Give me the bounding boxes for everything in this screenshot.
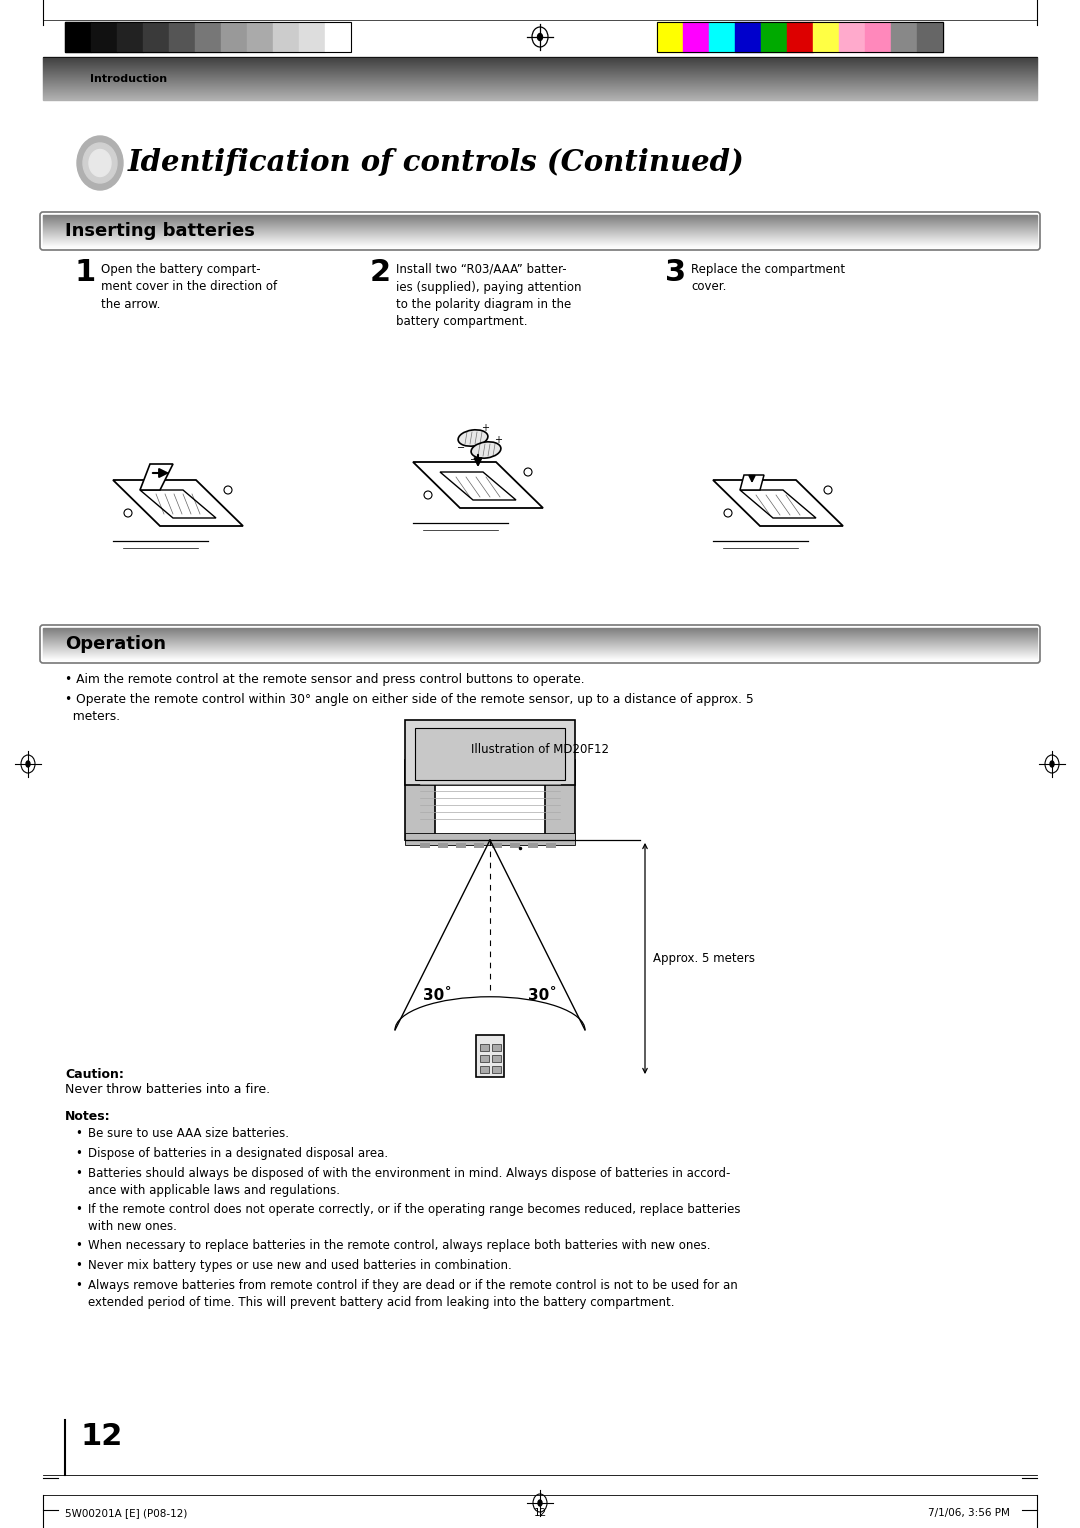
Text: •: • xyxy=(75,1279,82,1293)
Bar xyxy=(420,843,430,848)
Bar xyxy=(195,21,221,52)
Text: +: + xyxy=(494,435,502,445)
Ellipse shape xyxy=(26,761,30,767)
Text: 30˚: 30˚ xyxy=(423,987,453,1002)
Polygon shape xyxy=(413,461,543,507)
Ellipse shape xyxy=(538,34,542,41)
Ellipse shape xyxy=(538,1500,542,1507)
Text: Never throw batteries into a fire.: Never throw batteries into a fire. xyxy=(65,1083,270,1096)
Bar xyxy=(405,720,575,785)
Bar xyxy=(545,759,575,840)
Bar xyxy=(474,843,484,848)
Bar xyxy=(480,1044,489,1051)
Bar xyxy=(438,843,448,848)
Text: −: − xyxy=(470,455,478,465)
Ellipse shape xyxy=(83,144,117,183)
Ellipse shape xyxy=(89,150,111,177)
Bar xyxy=(657,21,943,52)
Bar xyxy=(247,21,273,52)
Bar xyxy=(761,21,787,52)
Text: Approx. 5 meters: Approx. 5 meters xyxy=(653,952,755,966)
Text: Notes:: Notes: xyxy=(65,1109,110,1123)
Bar xyxy=(683,21,708,52)
Polygon shape xyxy=(140,465,173,490)
Bar xyxy=(65,21,351,52)
Bar xyxy=(813,21,839,52)
Bar xyxy=(456,843,465,848)
Bar xyxy=(528,843,538,848)
Polygon shape xyxy=(113,480,243,526)
Bar xyxy=(708,21,735,52)
Text: Replace the compartment
cover.: Replace the compartment cover. xyxy=(691,263,846,293)
Text: When necessary to replace batteries in the remote control, always replace both b: When necessary to replace batteries in t… xyxy=(87,1239,711,1251)
Text: Introduction: Introduction xyxy=(90,73,167,84)
Text: Illustration of MD20F12: Illustration of MD20F12 xyxy=(471,743,609,756)
Bar xyxy=(657,21,683,52)
Text: Dispose of batteries in a designated disposal area.: Dispose of batteries in a designated dis… xyxy=(87,1148,388,1160)
Ellipse shape xyxy=(458,429,488,446)
Bar xyxy=(492,1054,501,1062)
Bar xyxy=(735,21,761,52)
Text: • Operate the remote control within 30° angle on either side of the remote senso: • Operate the remote control within 30° … xyxy=(65,694,754,723)
Text: 1: 1 xyxy=(75,258,96,287)
Text: Batteries should always be disposed of with the environment in mind. Always disp: Batteries should always be disposed of w… xyxy=(87,1167,730,1196)
Bar xyxy=(917,21,943,52)
Text: • Aim the remote control at the remote sensor and press control buttons to opera: • Aim the remote control at the remote s… xyxy=(65,672,584,686)
Ellipse shape xyxy=(77,136,123,189)
Text: •: • xyxy=(75,1239,82,1251)
Text: Open the battery compart-
ment cover in the direction of
the arrow.: Open the battery compart- ment cover in … xyxy=(102,263,278,312)
Bar xyxy=(480,1067,489,1073)
Bar xyxy=(405,759,435,840)
Text: Be sure to use AAA size batteries.: Be sure to use AAA size batteries. xyxy=(87,1128,289,1140)
Text: 3: 3 xyxy=(665,258,686,287)
Bar xyxy=(325,21,351,52)
Bar xyxy=(168,21,195,52)
Text: •: • xyxy=(75,1203,82,1216)
Bar xyxy=(299,21,325,52)
Text: 7/1/06, 3:56 PM: 7/1/06, 3:56 PM xyxy=(928,1508,1010,1517)
Bar xyxy=(480,1054,489,1062)
Bar xyxy=(865,21,891,52)
Text: Install two “R03/AAA” batter-
ies (supplied), paying attention
to the polarity d: Install two “R03/AAA” batter- ies (suppl… xyxy=(396,263,581,329)
Bar xyxy=(91,21,117,52)
Ellipse shape xyxy=(1050,761,1054,767)
Text: 5W00201A [E] (P08-12): 5W00201A [E] (P08-12) xyxy=(65,1508,187,1517)
Text: 12: 12 xyxy=(534,1508,546,1517)
Text: •: • xyxy=(75,1259,82,1271)
Bar xyxy=(65,21,91,52)
Text: •: • xyxy=(75,1148,82,1160)
Text: +: + xyxy=(481,423,489,432)
Text: Caution:: Caution: xyxy=(65,1068,124,1080)
Text: 12: 12 xyxy=(80,1423,122,1452)
Text: −: − xyxy=(457,443,465,452)
Bar xyxy=(143,21,168,52)
Text: Inserting batteries: Inserting batteries xyxy=(65,222,255,240)
Bar xyxy=(405,833,575,845)
Text: •: • xyxy=(75,1167,82,1180)
Text: Always remove batteries from remote control if they are dead or if the remote co: Always remove batteries from remote cont… xyxy=(87,1279,738,1309)
Bar xyxy=(546,843,556,848)
Bar xyxy=(476,1034,504,1077)
Bar xyxy=(839,21,865,52)
Bar xyxy=(415,727,565,779)
Text: •: • xyxy=(75,1128,82,1140)
Bar xyxy=(221,21,247,52)
Bar xyxy=(787,21,813,52)
Text: Operation: Operation xyxy=(65,636,166,652)
Bar xyxy=(492,1067,501,1073)
Polygon shape xyxy=(713,480,843,526)
Bar xyxy=(510,843,519,848)
Text: Identification of controls (Continued): Identification of controls (Continued) xyxy=(129,148,745,177)
Ellipse shape xyxy=(471,442,501,458)
Bar xyxy=(492,843,502,848)
Bar xyxy=(891,21,917,52)
Text: If the remote control does not operate correctly, or if the operating range beco: If the remote control does not operate c… xyxy=(87,1203,741,1233)
Polygon shape xyxy=(740,475,764,490)
Bar xyxy=(117,21,143,52)
Bar xyxy=(273,21,299,52)
Text: 2: 2 xyxy=(370,258,391,287)
Text: Never mix battery types or use new and used batteries in combination.: Never mix battery types or use new and u… xyxy=(87,1259,512,1271)
Bar xyxy=(492,1044,501,1051)
Text: 30˚: 30˚ xyxy=(528,987,557,1002)
